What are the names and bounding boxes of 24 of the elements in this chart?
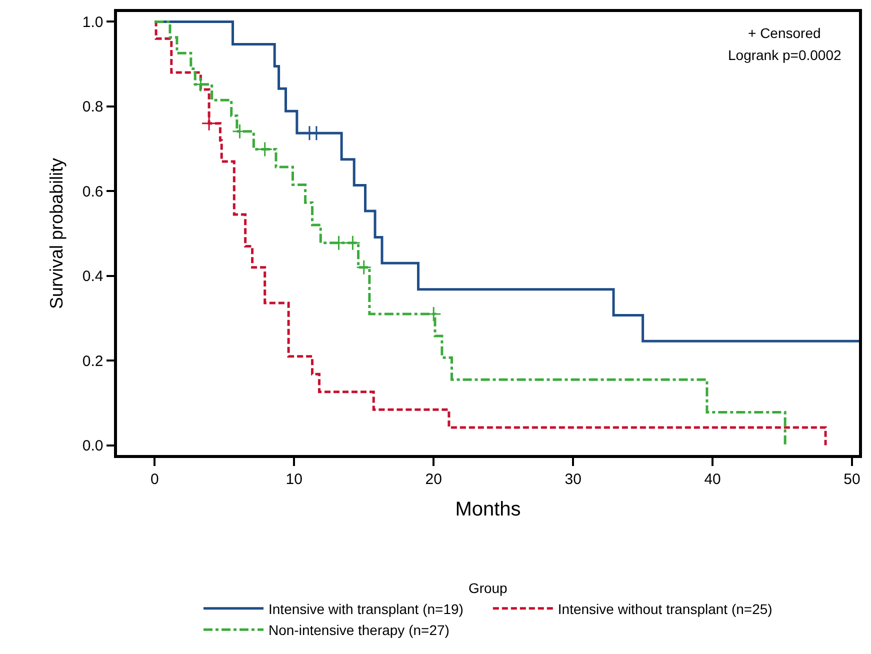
point (356, 260, 372, 276)
y-axis-title: Survival probability (46, 158, 67, 310)
y-tick-label: 0.0 (82, 438, 104, 455)
y-tick-label: 0.4 (82, 268, 104, 286)
annotation: Logrank p=0.0002 (728, 47, 842, 63)
point (257, 141, 273, 157)
x-tick-label: 20 (425, 470, 442, 488)
x-tick-label: 30 (564, 470, 582, 488)
annotation: + Censored (748, 25, 821, 41)
point (344, 235, 360, 251)
x-tick-label: 50 (844, 470, 860, 488)
point (201, 116, 217, 132)
y-tick-label: 0.8 (82, 98, 104, 116)
y-tick-label: 0.6 (82, 183, 104, 200)
y-tick-label: 1.0 (82, 14, 104, 31)
x-tick-label: 10 (286, 470, 302, 488)
x-axis-title: Months (455, 498, 521, 520)
legend-label: Non-intensive therapy (n=27) (268, 622, 450, 638)
legend-label: Intensive with transplant (n=19) (268, 600, 464, 617)
y-tick-label: 0.2 (82, 352, 104, 370)
legend-title: Group (468, 580, 508, 596)
x-tick-label: 40 (704, 470, 721, 488)
legend-label: Intensive without transplant (n=25) (558, 600, 772, 617)
x-tick-label: 0 (150, 470, 159, 488)
